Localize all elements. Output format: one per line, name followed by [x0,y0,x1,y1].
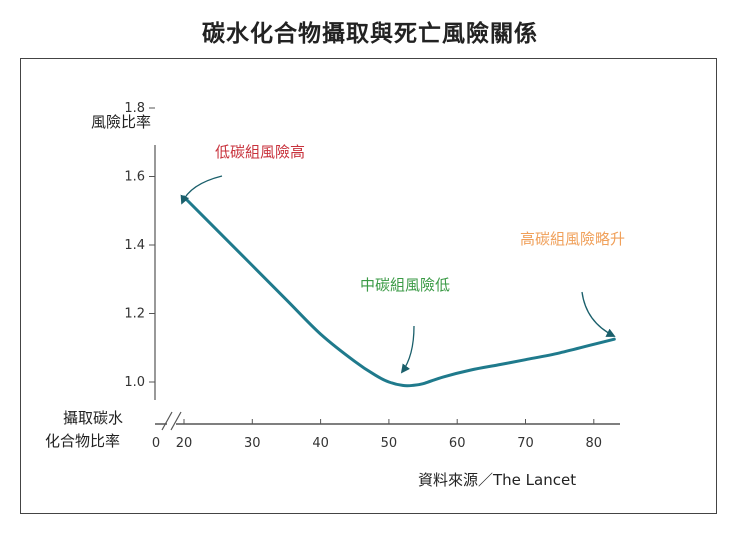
y-tick-label: 1.0 [124,375,145,390]
axis-break-mark [170,411,182,431]
source-credit: 資料來源／The Lancet [418,471,576,489]
x-tick-label: 60 [449,436,466,451]
x-tick-label: 40 [312,436,329,451]
x-tick-label: 30 [244,436,261,451]
annotation-high-risk: 低碳組風險高 [215,143,305,161]
y-ticks: 1.0 1.2 1.4 1.6 1.8 [124,101,155,390]
arrow-icon [400,325,415,374]
y-tick-label: 1.4 [124,238,145,253]
y-tick-label: 1.8 [124,101,145,116]
y-tick-label: 1.2 [124,307,145,322]
x-tick-label: 20 [176,436,193,451]
arrow-icon [581,291,616,337]
x-tick-label: 50 [381,436,398,451]
chart-frame [20,58,717,514]
x-axis-label-line1: 攝取碳水 [63,409,123,427]
x-tick-label: 80 [586,436,603,451]
x-axis-label-line2: 化合物比率 [45,432,120,450]
axis-break-mark [161,411,173,431]
y-axis-label: 風險比率 [91,113,151,131]
annotation-rise-risk: 高碳組風險略升 [520,230,625,248]
risk-ratio-series-line [182,195,616,388]
y-tick-label: 1.6 [124,170,145,185]
x-tick-label: 0 [152,436,160,451]
x-tick-label: 70 [517,436,534,451]
chart-title: 碳水化合物攝取與死亡風險關係 [202,21,538,47]
x-ticks: 0 20 30 40 50 60 70 80 [152,419,602,451]
arrow-icon [180,175,223,205]
annotation-low-risk: 中碳組風險低 [360,276,450,294]
